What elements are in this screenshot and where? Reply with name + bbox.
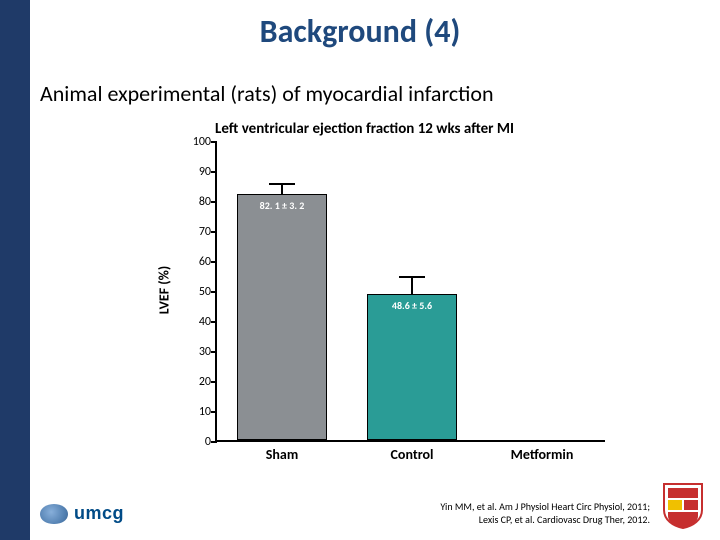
citation-text: Yin MM, et al. Am J Physiol Heart Circ P…	[440, 501, 650, 526]
chart-x-category-label: Sham	[222, 440, 342, 463]
chart-ytick-mark	[211, 171, 217, 173]
chart-bar-value-label: 82. 1 ± 3. 2	[238, 199, 326, 212]
chart-ytick-mark	[211, 381, 217, 383]
slide-subtitle: Animal experimental (rats) of myocardial…	[40, 80, 494, 107]
university-crest-icon	[662, 482, 704, 530]
umcg-logo: umcg	[40, 503, 124, 524]
umcg-logo-icon	[40, 504, 68, 524]
chart-error-bar	[411, 277, 413, 294]
chart-ytick-mark	[211, 321, 217, 323]
chart-bar: 82. 1 ± 3. 2	[237, 194, 327, 440]
umcg-logo-text: umcg	[74, 503, 124, 524]
chart-plot-area: 0102030405060708090100Sham82. 1 ± 3. 2Co…	[215, 142, 605, 442]
chart-bar-value-label: 48.6 ± 5.6	[368, 299, 456, 312]
chart-y-axis-label: LVEF (%)	[156, 266, 173, 314]
slide-title: Background (4)	[0, 12, 720, 51]
chart-ytick-mark	[211, 201, 217, 203]
chart-ytick-mark	[211, 351, 217, 353]
chart-ytick-mark	[211, 231, 217, 233]
chart-error-bar	[281, 184, 283, 194]
chart-ytick-mark	[211, 141, 217, 143]
chart-title: Left ventricular ejection fraction 12 wk…	[215, 120, 514, 138]
chart-ytick-mark	[211, 291, 217, 293]
chart-ytick-mark	[211, 441, 217, 443]
left-accent-band	[0, 0, 30, 540]
lvef-bar-chart: Left ventricular ejection fraction 12 wk…	[120, 120, 610, 480]
slide: Background (4) Animal experimental (rats…	[0, 0, 720, 540]
chart-x-category-label: Metformin	[482, 440, 602, 463]
citation-line-2: Lexis CP, et al. Cardiovasc Drug Ther, 2…	[440, 514, 650, 527]
chart-x-category-label: Control	[352, 440, 472, 463]
chart-bar: 48.6 ± 5.6	[367, 294, 457, 440]
chart-error-cap	[399, 276, 425, 278]
chart-ytick-mark	[211, 261, 217, 263]
citation-line-1: Yin MM, et al. Am J Physiol Heart Circ P…	[440, 501, 650, 514]
chart-ytick-mark	[211, 411, 217, 413]
chart-error-cap	[269, 183, 295, 185]
